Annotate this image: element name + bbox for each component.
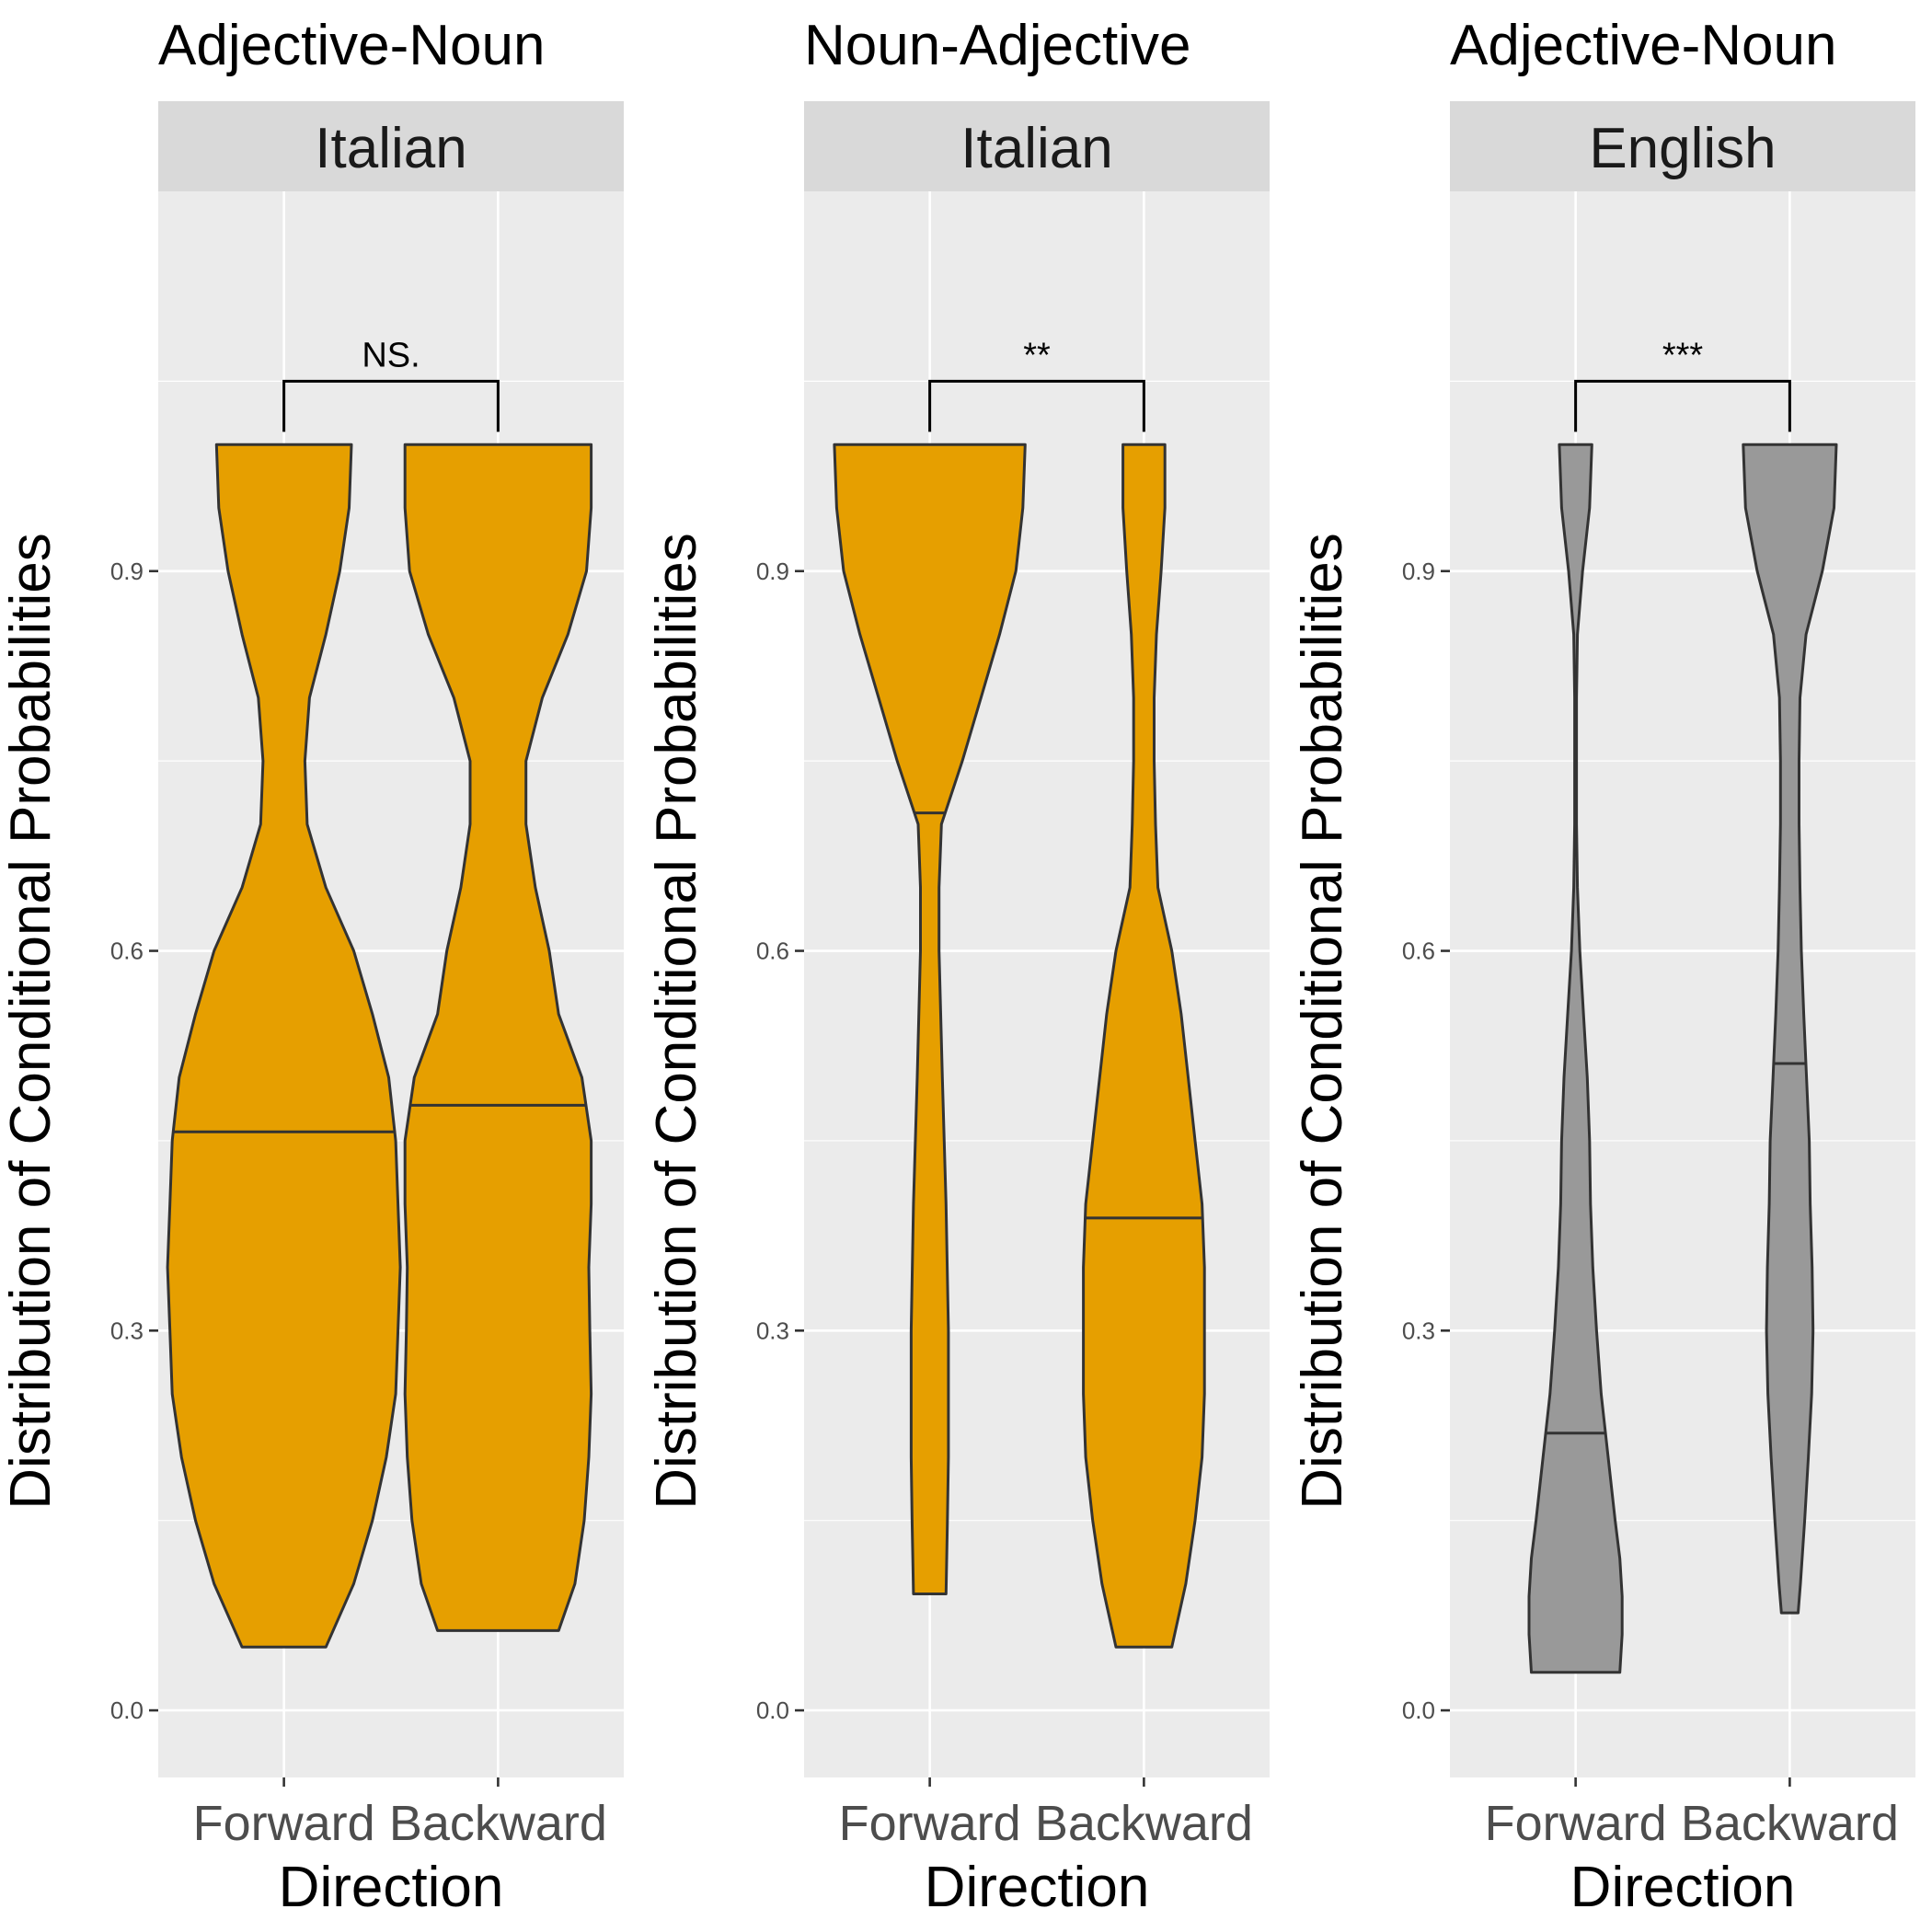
y-tick-label: 0.0 — [1402, 1696, 1435, 1724]
plot-area — [804, 191, 1270, 1777]
y-tick-label: 0.9 — [110, 558, 144, 585]
significance-bracket — [928, 379, 1145, 432]
x-tick-label: Backward — [389, 1796, 607, 1851]
x-axis-title: Direction — [925, 1856, 1150, 1919]
panel-2: Noun-Adjective Italian ** 0.0 0.3 0.6 0.9 Forwa… — [645, 14, 1270, 1919]
x-axis-title: Direction — [279, 1856, 504, 1919]
plot-area — [1450, 191, 1915, 1777]
panel-title: Adjective-Noun — [1450, 14, 1836, 77]
violin-backward — [1742, 443, 1838, 1615]
y-tick-label: 0.6 — [1402, 937, 1435, 965]
x-tick-label: Forward — [1485, 1796, 1667, 1851]
x-axis-title: Direction — [1570, 1856, 1796, 1919]
facet-strip — [804, 101, 1270, 191]
y-tick-label: 0.0 — [756, 1696, 789, 1724]
y-axis-title: Distribution of Conditional Probabilitie… — [1291, 533, 1354, 1509]
panel-title: Noun-Adjective — [804, 14, 1190, 77]
violin-backward — [1082, 443, 1206, 1649]
violin-forward — [833, 443, 1027, 1595]
significance-bracket — [282, 379, 500, 432]
facet-label: Italian — [315, 117, 466, 180]
x-tick-label: Backward — [1681, 1796, 1899, 1851]
x-tick-label: Forward — [839, 1796, 1021, 1851]
significance-bracket — [1574, 379, 1791, 432]
panel-title: Adjective-Noun — [158, 14, 545, 77]
facet-label: Italian — [960, 117, 1112, 180]
y-tick-label: 0.3 — [1402, 1317, 1435, 1344]
facet-strip — [1450, 101, 1915, 191]
y-tick-label: 0.9 — [756, 558, 789, 585]
significance-label: ** — [1023, 336, 1051, 374]
violin-forward — [1527, 443, 1624, 1674]
facet-strip — [158, 101, 624, 191]
violin-forward — [166, 443, 402, 1649]
violin-backward — [403, 443, 593, 1632]
significance-label: NS. — [362, 336, 420, 374]
x-tick-label: Forward — [193, 1796, 375, 1851]
panel-3: Adjective-Noun English *** 0.0 0.3 0.6 0.9 Forw… — [1291, 14, 1915, 1919]
significance-label: *** — [1662, 336, 1704, 374]
y-tick-label: 0.3 — [756, 1317, 789, 1344]
y-axis-title: Distribution of Conditional Probabilitie… — [645, 533, 708, 1509]
y-tick-label: 0.0 — [110, 1696, 144, 1724]
y-tick-label: 0.3 — [110, 1317, 144, 1344]
x-tick-label: Backward — [1035, 1796, 1253, 1851]
facet-label: English — [1589, 117, 1776, 180]
y-axis-title: Distribution of Conditional Probabilitie… — [0, 533, 63, 1509]
y-tick-label: 0.9 — [1402, 558, 1435, 585]
panel-1: Adjective-Noun Italian NS. 0.0 0.3 0.6 0.9 Forw… — [0, 14, 624, 1919]
y-tick-label: 0.6 — [110, 937, 144, 965]
y-tick-label: 0.6 — [756, 937, 789, 965]
